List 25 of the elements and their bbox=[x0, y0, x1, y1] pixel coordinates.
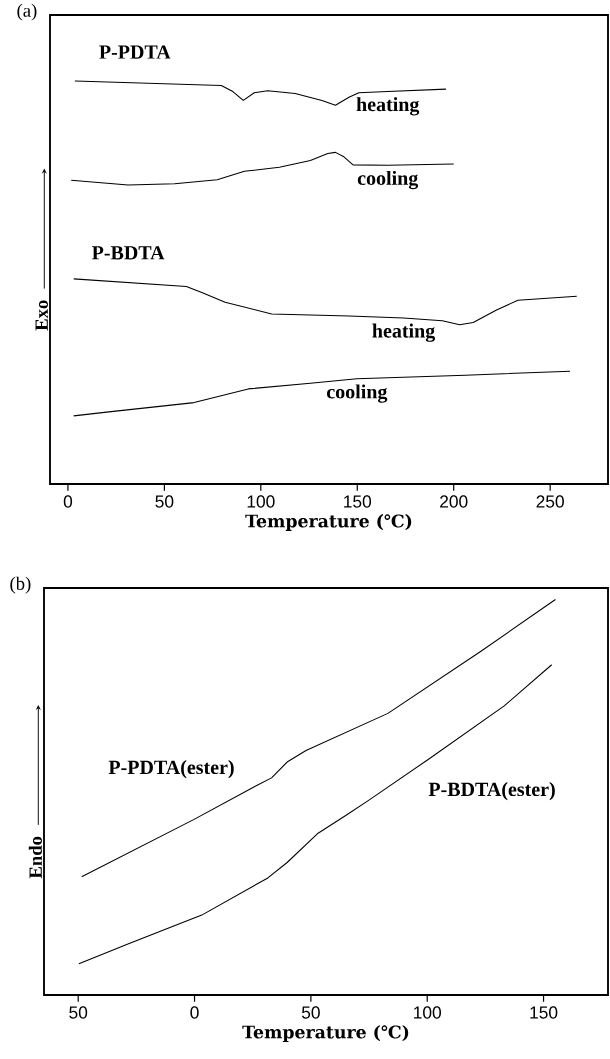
x-tick-label: 150 bbox=[344, 495, 372, 508]
x-axis-title: Temperature (℃) bbox=[245, 514, 412, 531]
x-tick-label: 50 bbox=[301, 1006, 320, 1019]
x-tick-label: 200 bbox=[440, 495, 468, 508]
x-tick-label: 0 bbox=[190, 1006, 199, 1019]
series-label: P-PDTA(ester) bbox=[108, 760, 234, 779]
series-label: heating bbox=[372, 323, 436, 342]
x-tick-label: 100 bbox=[247, 495, 275, 508]
y-axis-title: Exo bbox=[35, 300, 48, 331]
chart-title: (b) bbox=[10, 576, 31, 594]
x-axis-title: Temperature (℃) bbox=[242, 1025, 409, 1042]
x-tick-label: 50 bbox=[155, 495, 174, 508]
x-tick-label: 100 bbox=[414, 1006, 441, 1019]
y-axis-title: Endo bbox=[28, 836, 42, 879]
text: P-PDTA bbox=[99, 45, 171, 59]
x-tick-label: 0 bbox=[63, 495, 73, 508]
series-label: heating bbox=[356, 97, 420, 116]
x-tick-label: 150 bbox=[530, 1006, 558, 1019]
series-label: P-BDTA(ester) bbox=[428, 782, 555, 801]
chart-title: (a) bbox=[17, 3, 37, 21]
x-tick-label: 250 bbox=[536, 495, 564, 508]
x-tick-label: 50 bbox=[69, 1006, 88, 1019]
annotation: P-BDTA bbox=[91, 246, 165, 260]
series-label: cooling bbox=[357, 170, 419, 190]
series-label: cooling bbox=[327, 384, 388, 403]
